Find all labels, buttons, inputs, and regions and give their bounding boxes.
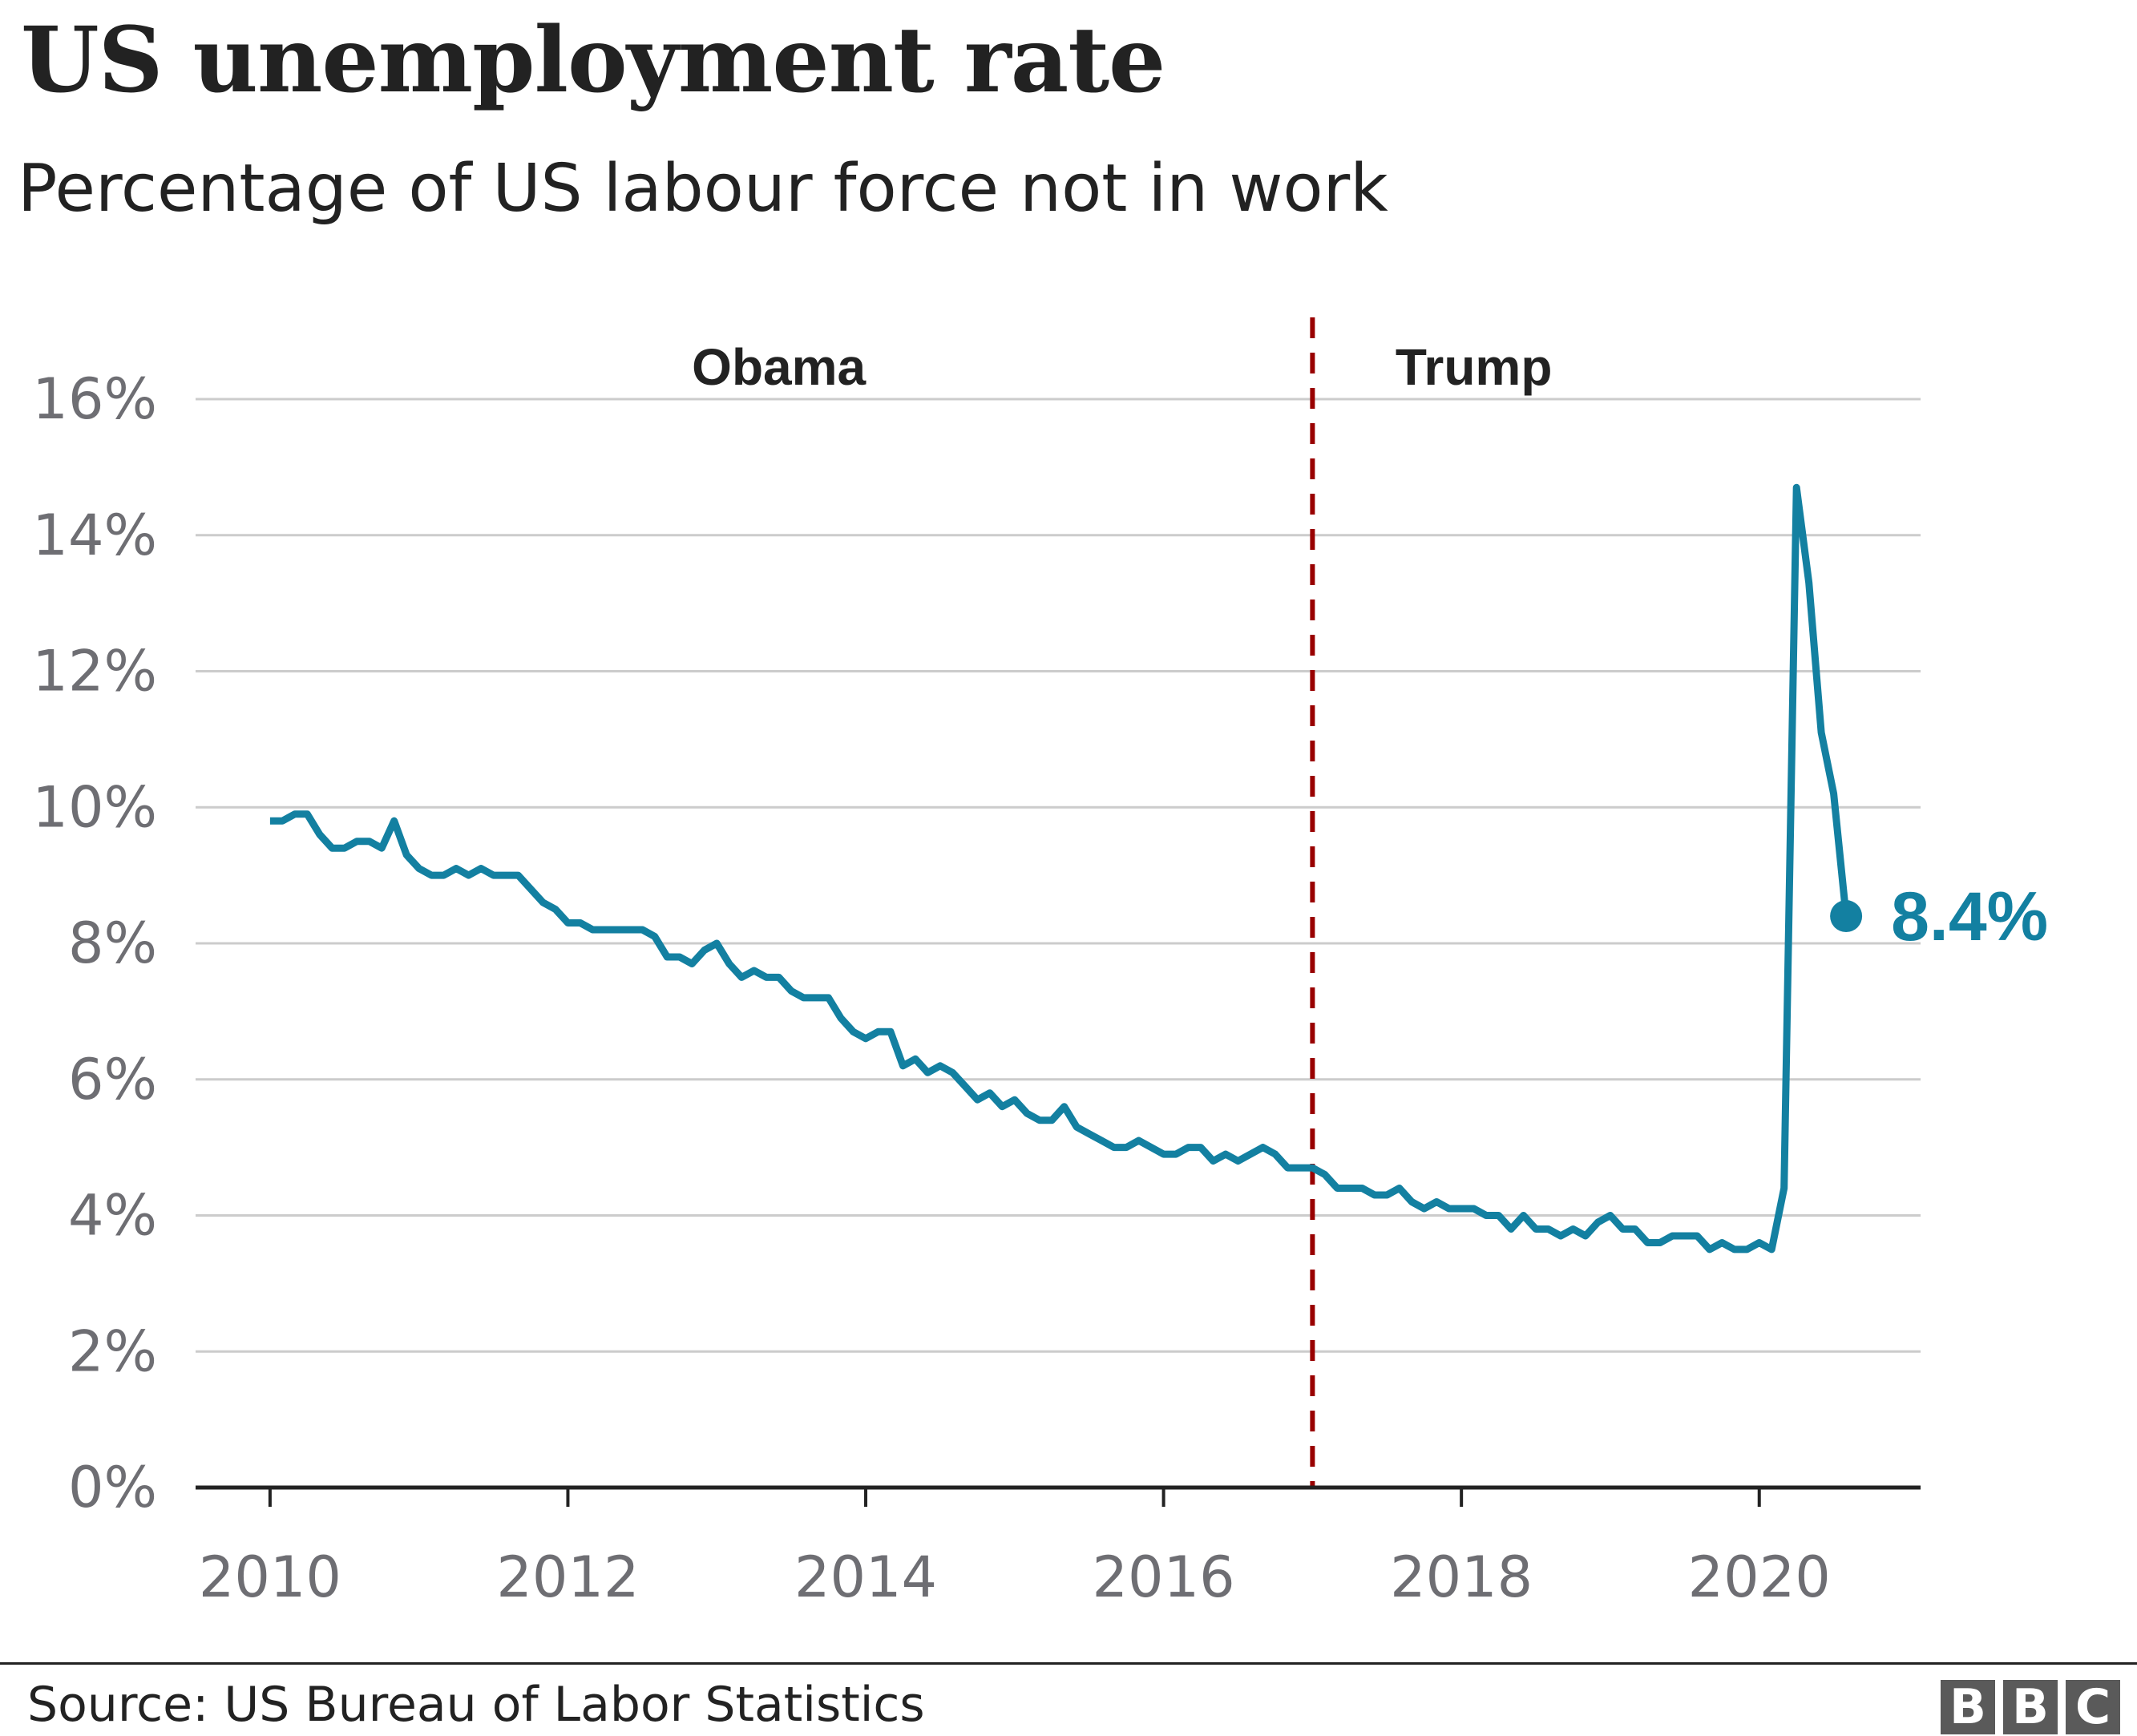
grid-lines xyxy=(196,398,1921,1353)
x-tick-label: 2020 xyxy=(1688,1544,1831,1610)
y-tick-label: 6% xyxy=(68,1047,157,1112)
y-tick-label: 8% xyxy=(68,910,157,976)
bbc-logo-letter: B xyxy=(2003,1680,2058,1734)
x-tick-label: 2012 xyxy=(496,1544,639,1610)
bbc-logo: B B C xyxy=(1941,1680,2120,1734)
y-axis-ticks: 0% 2% 4% 6% 8% 10% 12% 14% 16% xyxy=(32,366,157,1520)
end-value-label: 8.4% xyxy=(1891,878,2048,955)
y-tick-label: 2% xyxy=(68,1318,157,1384)
x-axis-ticks: 2010 2012 2014 2016 2018 2020 xyxy=(199,1488,1831,1610)
x-tick-label: 2014 xyxy=(794,1544,937,1610)
line-chart: 0%2%4%6%8%10%12%14%16% 2010 2012 2014 2016 2… xyxy=(32,317,2048,1610)
end-point-marker xyxy=(1830,900,1863,933)
period-label-trump: Trump xyxy=(1396,338,1553,396)
x-tick-label: 2010 xyxy=(199,1544,341,1610)
series-line-unemployment xyxy=(269,483,1850,1254)
x-tick-label: 2016 xyxy=(1093,1544,1235,1610)
chart-subtitle: Percentage of US labour force not in wor… xyxy=(18,151,1388,227)
period-labels: Obama Trump xyxy=(692,338,1552,396)
y-tick-label: 14% xyxy=(32,503,157,568)
y-tick-label: 12% xyxy=(32,639,157,704)
period-label-obama: Obama xyxy=(692,338,866,396)
bbc-logo-letter: B xyxy=(1941,1680,1995,1734)
footer-divider xyxy=(0,1662,2137,1665)
chart-title: US unemployment rate xyxy=(21,8,1165,113)
x-tick-label: 2018 xyxy=(1390,1544,1533,1610)
y-tick-label: 4% xyxy=(68,1183,157,1249)
y-tick-label: 10% xyxy=(32,774,157,840)
y-tick-label: 0% xyxy=(68,1455,157,1520)
source-note: Source: US Bureau of Labor Statistics xyxy=(27,1677,925,1733)
bbc-logo-letter: C xyxy=(2066,1680,2120,1734)
y-tick-label: 16% xyxy=(32,366,157,432)
